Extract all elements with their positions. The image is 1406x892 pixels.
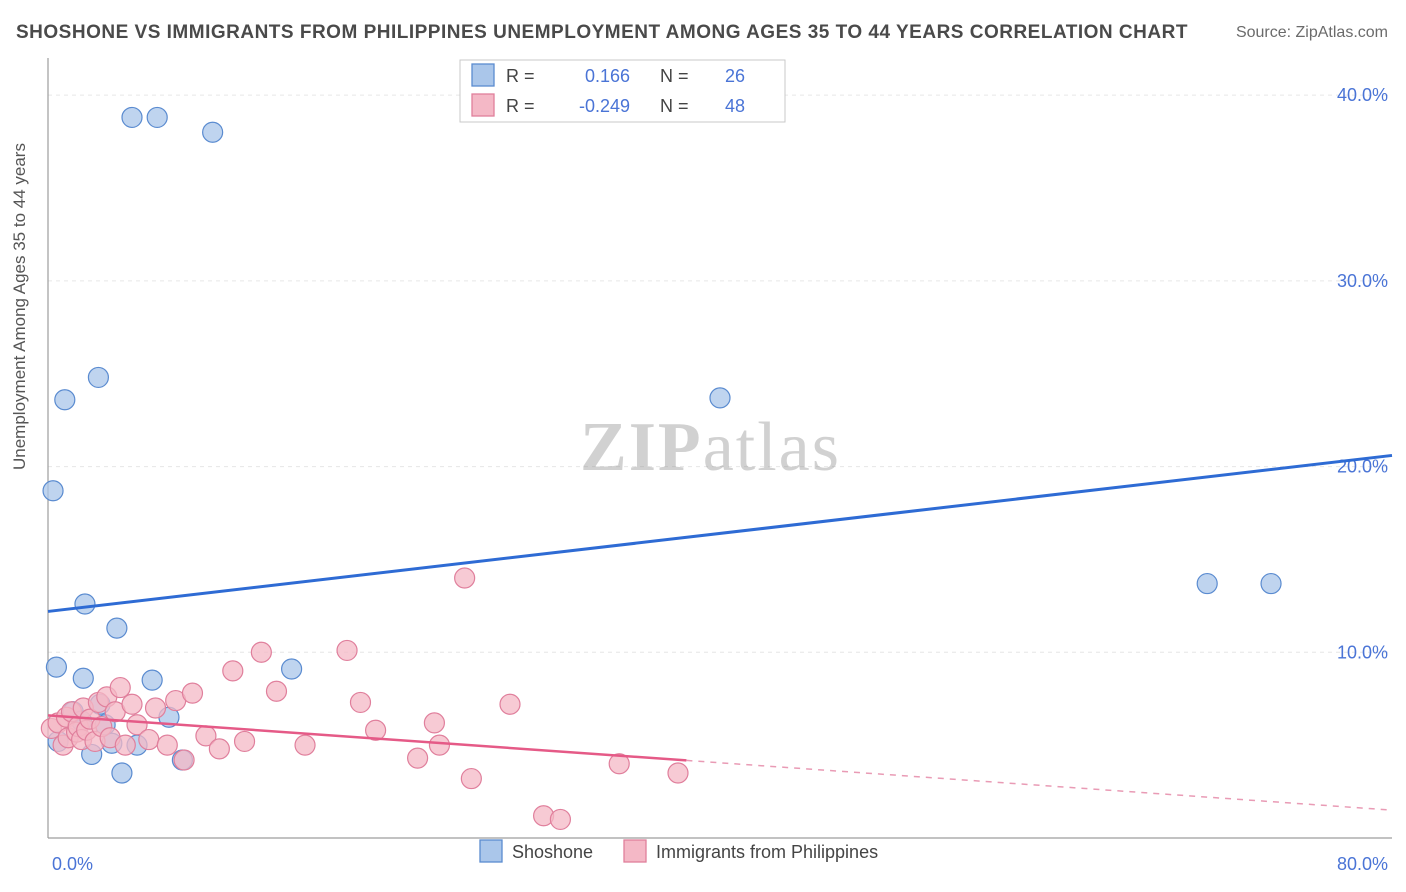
data-point-philippines (350, 692, 370, 712)
data-point-shoshone (710, 388, 730, 408)
legend-series-label: Immigrants from Philippines (656, 842, 878, 862)
data-point-philippines (337, 640, 357, 660)
data-point-philippines (209, 739, 229, 759)
data-point-shoshone (73, 668, 93, 688)
y-tick-label: 30.0% (1337, 271, 1388, 291)
legend-series-label: Shoshone (512, 842, 593, 862)
data-point-philippines (295, 735, 315, 755)
data-point-shoshone (43, 481, 63, 501)
legend-n-label: N = (660, 96, 689, 116)
legend-n-value: 48 (725, 96, 745, 116)
legend-r-value: -0.249 (579, 96, 630, 116)
data-point-philippines (122, 694, 142, 714)
data-point-philippines (266, 681, 286, 701)
legend-swatch (472, 94, 494, 116)
trend-line-philippines-dashed (686, 760, 1392, 810)
data-point-philippines (235, 731, 255, 751)
x-tick-label: 0.0% (52, 854, 93, 874)
data-point-shoshone (112, 763, 132, 783)
legend-n-label: N = (660, 66, 689, 86)
data-point-philippines (500, 694, 520, 714)
data-point-philippines (455, 568, 475, 588)
y-tick-label: 40.0% (1337, 85, 1388, 105)
watermark: ZIPatlas (580, 409, 841, 486)
data-point-philippines (157, 735, 177, 755)
data-point-philippines (461, 769, 481, 789)
data-point-shoshone (282, 659, 302, 679)
data-point-philippines (424, 713, 444, 733)
data-point-philippines (110, 678, 130, 698)
legend-r-label: R = (506, 96, 535, 116)
legend-swatch (480, 840, 502, 862)
data-point-shoshone (1197, 574, 1217, 594)
data-point-philippines (251, 642, 271, 662)
legend-r-value: 0.166 (585, 66, 630, 86)
data-point-shoshone (142, 670, 162, 690)
data-point-philippines (668, 763, 688, 783)
data-point-philippines (182, 683, 202, 703)
data-point-philippines (429, 735, 449, 755)
legend-swatch (624, 840, 646, 862)
legend-n-value: 26 (725, 66, 745, 86)
data-point-philippines (550, 809, 570, 829)
legend-r-label: R = (506, 66, 535, 86)
data-point-philippines (146, 698, 166, 718)
data-point-shoshone (147, 107, 167, 127)
data-point-shoshone (203, 122, 223, 142)
data-point-philippines (223, 661, 243, 681)
data-point-philippines (139, 730, 159, 750)
data-point-philippines (408, 748, 428, 768)
data-point-philippines (115, 735, 135, 755)
data-point-shoshone (55, 390, 75, 410)
data-point-shoshone (46, 657, 66, 677)
x-tick-label: 80.0% (1337, 854, 1388, 874)
chart-canvas: 10.0%20.0%30.0%40.0%ZIPatlas0.0%80.0%R =… (0, 0, 1406, 892)
data-point-shoshone (1261, 574, 1281, 594)
y-tick-label: 10.0% (1337, 642, 1388, 662)
data-point-shoshone (122, 107, 142, 127)
data-point-philippines (174, 750, 194, 770)
data-point-shoshone (107, 618, 127, 638)
legend-swatch (472, 64, 494, 86)
data-point-shoshone (88, 367, 108, 387)
data-point-shoshone (75, 594, 95, 614)
